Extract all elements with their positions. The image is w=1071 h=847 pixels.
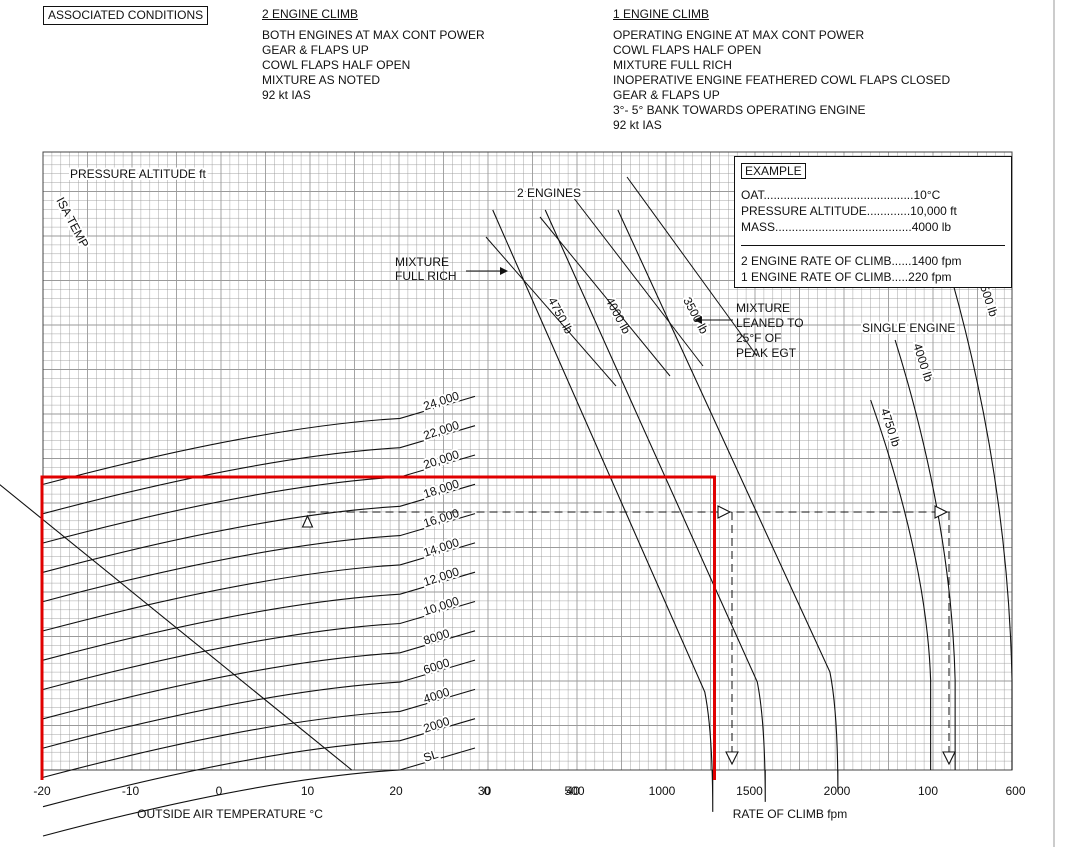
altitude-line xyxy=(42,542,476,632)
associated-conditions-label: ASSOCIATED CONDITIONS xyxy=(43,6,209,25)
mixture-leaned-label: MIXTURE LEANED TO 25°F OF PEAK EGT xyxy=(736,301,804,360)
two-engine-weight-curve xyxy=(617,209,839,792)
single-engine-weight-curve xyxy=(894,339,956,770)
altitude-line xyxy=(42,395,476,485)
single-engine-weight-curve xyxy=(870,399,932,770)
oat-tick-label: 0 xyxy=(216,784,223,798)
example-pressure-altitude: PRESSURE ALTITUDE.............10,000 ft xyxy=(741,204,957,218)
example-one-engine-roc: 1 ENGINE RATE OF CLIMB.....220 fpm xyxy=(741,270,952,284)
two-engine-line: GEAR & FLAPS UP xyxy=(262,43,369,57)
plot-frame xyxy=(42,151,1013,771)
roc-tick-label: 1000 xyxy=(649,784,676,798)
mixture-line xyxy=(485,236,617,387)
isa-temp-line xyxy=(0,484,353,771)
altitude-line xyxy=(42,483,476,573)
two-engine-conditions: 2 ENGINE CLIMB BOTH ENGINES AT MAX CONT … xyxy=(262,7,485,103)
altitude-label: 24,000 xyxy=(422,388,462,413)
altitude-label: 20,000 xyxy=(422,447,462,472)
oat-tick-label: 10 xyxy=(301,784,315,798)
two-engine-weight-curve xyxy=(544,209,766,802)
example-arrow-up xyxy=(301,514,314,528)
two-engine-line: MIXTURE AS NOTED xyxy=(262,73,381,87)
one-engine-line: COWL FLAPS HALF OPEN xyxy=(613,43,762,57)
altitude-label: 4000 xyxy=(422,685,452,707)
red-reading-path xyxy=(40,475,716,780)
isa-temp-label: ISA TEMP xyxy=(53,195,91,250)
altitude-line xyxy=(42,571,476,661)
altitude-line xyxy=(42,718,476,808)
oat-tick-label: 30 xyxy=(478,784,492,798)
mixture-line xyxy=(539,216,671,377)
two-engine-line: BOTH ENGINES AT MAX CONT POWER xyxy=(262,28,485,42)
oat-tick-label: -20 xyxy=(33,784,51,798)
altitude-line xyxy=(42,513,476,603)
mixture-rich-arrowhead xyxy=(500,267,508,275)
altitude-line xyxy=(42,630,476,720)
altitude-label: 6000 xyxy=(422,655,452,677)
example-arrow-down-single xyxy=(942,751,956,766)
two-engine-weight-label: 3500 lb xyxy=(680,295,711,337)
mixture-leaned-arrowhead xyxy=(694,316,702,324)
example-divider xyxy=(741,245,1005,246)
altitude-label: SL xyxy=(422,747,441,765)
single-engine-weight-label: 4750 lb xyxy=(878,407,904,449)
mixture-full-rich-label: MIXTURE FULL RICH xyxy=(395,255,457,283)
roc-tick-label: 1500 xyxy=(736,784,763,798)
one-engine-line: MIXTURE FULL RICH xyxy=(613,58,732,72)
roc-axis-label: RATE OF CLIMB fpm xyxy=(733,807,847,821)
roc-tick-label: 0 xyxy=(484,784,491,798)
altitude-line xyxy=(42,659,476,749)
roc-single-tick-label: 100 xyxy=(918,784,938,798)
altitude-line xyxy=(42,454,476,544)
roc-single-tick-label: 600 xyxy=(1005,784,1025,798)
one-engine-line: GEAR & FLAPS UP xyxy=(613,88,720,102)
two-engine-title: 2 ENGINE CLIMB xyxy=(262,7,359,21)
altitude-label: 8000 xyxy=(422,626,452,648)
single-engine-label: SINGLE ENGINE xyxy=(862,321,955,335)
example-oat: OAT.....................................… xyxy=(741,188,941,202)
altitude-line xyxy=(42,747,476,837)
example-two-engine-roc: 2 ENGINE RATE OF CLIMB......1400 fpm xyxy=(741,254,962,268)
example-title: EXAMPLE xyxy=(741,163,806,179)
oat-tick-label: 20 xyxy=(389,784,403,798)
two-engine-weight-label: 4000 lb xyxy=(603,295,634,337)
example-arrow-down xyxy=(725,751,739,766)
oat-tick-label: -10 xyxy=(122,784,140,798)
single-engine-weight-label: 4000 lb xyxy=(910,342,936,384)
altitude-label: 18,000 xyxy=(422,476,462,501)
altitude-label: 10,000 xyxy=(422,594,462,619)
one-engine-line: INOPERATIVE ENGINE FEATHERED COWL FLAPS … xyxy=(613,73,951,87)
altitude-line xyxy=(42,600,476,691)
two-engine-weight-label: 4750 lb xyxy=(545,295,576,337)
oat-axis-label: OUTSIDE AIR TEMPERATURE °C xyxy=(137,807,323,821)
one-engine-line: 92 kt IAS xyxy=(613,118,662,132)
example-mass: MASS....................................… xyxy=(741,220,952,234)
altitude-label: 22,000 xyxy=(422,418,462,443)
one-engine-conditions: 1 ENGINE CLIMB OPERATING ENGINE AT MAX C… xyxy=(613,7,950,133)
two-engines-label: 2 ENGINES xyxy=(517,186,581,200)
oat-tick-label: 40 xyxy=(566,784,580,798)
roc-tick-label: 2000 xyxy=(824,784,851,798)
two-engine-line: 92 kt IAS xyxy=(262,88,311,102)
one-engine-line: OPERATING ENGINE AT MAX CONT POWER xyxy=(613,28,865,42)
example-box: EXAMPLE OAT.............................… xyxy=(734,156,1012,288)
mixture-line xyxy=(572,196,704,367)
altitude-label: 12,000 xyxy=(422,564,462,589)
altitude-line xyxy=(42,425,476,515)
one-engine-line: 3°- 5° BANK TOWARDS OPERATING ENGINE xyxy=(613,103,866,117)
altitude-label: 16,000 xyxy=(422,506,462,531)
example-arrow-right xyxy=(717,505,732,519)
pressure-altitude-title: PRESSURE ALTITUDE ft xyxy=(70,167,206,181)
mixture-line xyxy=(626,176,758,357)
single-engine-weight-curve xyxy=(951,279,1013,770)
example-arrow-right-single xyxy=(934,505,949,519)
altitude-label: 2000 xyxy=(422,714,452,736)
altitude-line xyxy=(42,688,476,778)
two-engine-line: COWL FLAPS HALF OPEN xyxy=(262,58,411,72)
one-engine-title: 1 ENGINE CLIMB xyxy=(613,7,710,21)
two-engine-weight-curve xyxy=(492,209,714,812)
roc-tick-label: 500 xyxy=(564,784,584,798)
